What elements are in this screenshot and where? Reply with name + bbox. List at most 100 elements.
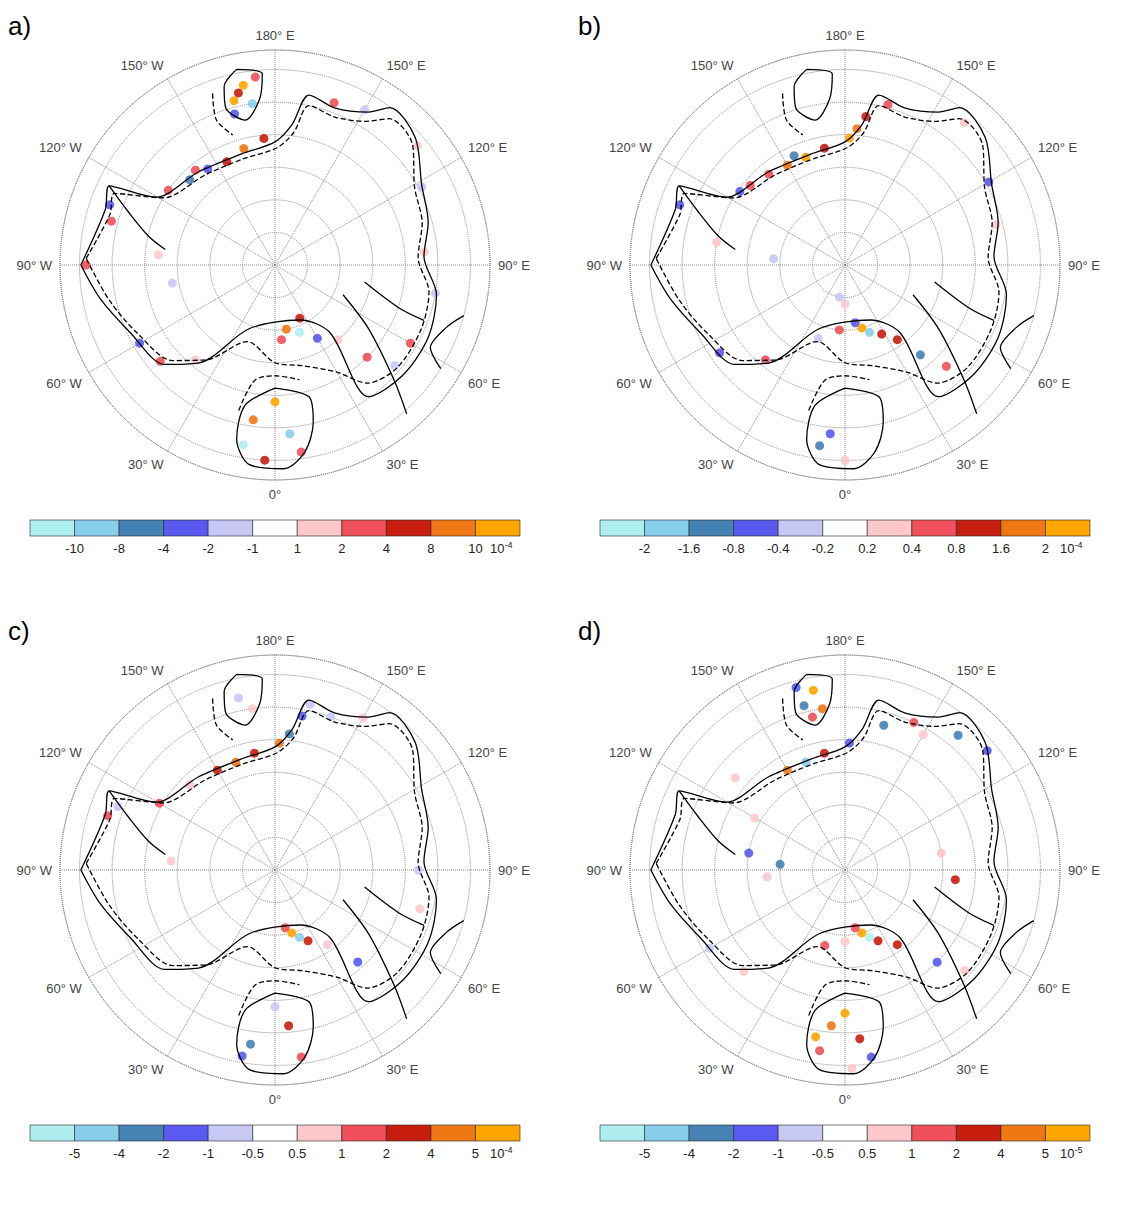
svg-text:-0.8: -0.8 [722, 541, 744, 556]
svg-text:-0.5: -0.5 [812, 1146, 834, 1161]
svg-text:90° E: 90° E [498, 863, 530, 878]
svg-text:10: 10 [468, 541, 482, 556]
svg-text:4: 4 [997, 1146, 1004, 1161]
svg-text:30° E: 30° E [387, 457, 419, 472]
svg-text:-10: -10 [65, 541, 84, 556]
svg-text:5: 5 [472, 1146, 479, 1161]
svg-text:-4: -4 [504, 540, 512, 550]
svg-text:60° E: 60° E [1038, 376, 1070, 391]
svg-text:150° E: 150° E [387, 58, 427, 73]
svg-text:1: 1 [294, 541, 301, 556]
svg-text:60° W: 60° W [46, 981, 82, 996]
svg-text:-2: -2 [158, 1146, 170, 1161]
svg-text:180° E: 180° E [825, 28, 865, 43]
svg-text:120° W: 120° W [39, 745, 83, 760]
svg-text:-4: -4 [683, 1146, 695, 1161]
svg-text:150° E: 150° E [957, 663, 997, 678]
svg-text:-8: -8 [113, 541, 125, 556]
svg-text:-2: -2 [639, 541, 651, 556]
svg-text:-2: -2 [728, 1146, 740, 1161]
svg-text:2: 2 [383, 1146, 390, 1161]
svg-text:120° E: 120° E [1038, 745, 1078, 760]
svg-text:5: 5 [1042, 1146, 1049, 1161]
svg-text:60° W: 60° W [616, 981, 652, 996]
svg-text:150° E: 150° E [387, 663, 427, 678]
svg-text:4: 4 [427, 1146, 434, 1161]
svg-text:-4: -4 [1074, 540, 1082, 550]
svg-text:120° W: 120° W [609, 140, 653, 155]
svg-text:-5: -5 [69, 1146, 81, 1161]
svg-text:10: 10 [490, 1146, 504, 1161]
svg-text:60° W: 60° W [616, 376, 652, 391]
svg-text:1: 1 [908, 1146, 915, 1161]
svg-text:-0.4: -0.4 [767, 541, 789, 556]
svg-text:10: 10 [490, 541, 504, 556]
svg-text:d): d) [578, 616, 601, 646]
svg-text:0.2: 0.2 [858, 541, 876, 556]
svg-text:120° E: 120° E [468, 745, 508, 760]
svg-text:c): c) [8, 616, 30, 646]
svg-text:-1: -1 [247, 541, 259, 556]
svg-text:30° W: 30° W [128, 457, 164, 472]
svg-text:-1.6: -1.6 [678, 541, 700, 556]
svg-text:30° W: 30° W [128, 1062, 164, 1077]
svg-text:-5: -5 [1074, 1145, 1082, 1155]
svg-text:0°: 0° [839, 487, 851, 502]
svg-text:-1: -1 [202, 1146, 214, 1161]
svg-text:150° W: 150° W [121, 58, 165, 73]
svg-text:150° W: 150° W [121, 663, 165, 678]
svg-text:180° E: 180° E [825, 633, 865, 648]
svg-text:120° E: 120° E [1038, 140, 1078, 155]
svg-text:120° W: 120° W [609, 745, 653, 760]
svg-text:0.5: 0.5 [858, 1146, 876, 1161]
svg-text:10: 10 [1060, 1146, 1074, 1161]
svg-text:90° E: 90° E [1068, 258, 1100, 273]
svg-text:4: 4 [383, 541, 390, 556]
svg-text:120° E: 120° E [468, 140, 508, 155]
svg-text:30° W: 30° W [698, 457, 734, 472]
svg-text:60° W: 60° W [46, 376, 82, 391]
svg-text:60° E: 60° E [468, 376, 500, 391]
svg-text:2: 2 [953, 1146, 960, 1161]
svg-text:30° E: 30° E [957, 1062, 989, 1077]
svg-text:8: 8 [427, 541, 434, 556]
svg-text:60° E: 60° E [1038, 981, 1070, 996]
svg-text:-2: -2 [202, 541, 214, 556]
svg-text:30° E: 30° E [387, 1062, 419, 1077]
svg-text:-0.5: -0.5 [242, 1146, 264, 1161]
svg-text:30° W: 30° W [698, 1062, 734, 1077]
svg-text:-5: -5 [639, 1146, 651, 1161]
svg-text:1: 1 [338, 1146, 345, 1161]
svg-text:90° W: 90° W [16, 863, 52, 878]
svg-text:90° W: 90° W [586, 258, 622, 273]
svg-text:0°: 0° [839, 1092, 851, 1107]
svg-text:150° E: 150° E [957, 58, 997, 73]
svg-text:30° E: 30° E [957, 457, 989, 472]
svg-text:120° W: 120° W [39, 140, 83, 155]
svg-text:-0.2: -0.2 [812, 541, 834, 556]
svg-text:-4: -4 [113, 1146, 125, 1161]
svg-text:180° E: 180° E [255, 28, 295, 43]
svg-text:0°: 0° [269, 487, 281, 502]
svg-text:60° E: 60° E [468, 981, 500, 996]
svg-text:-4: -4 [504, 1145, 512, 1155]
svg-text:90° E: 90° E [1068, 863, 1100, 878]
svg-text:0.8: 0.8 [947, 541, 965, 556]
svg-text:a): a) [8, 11, 31, 41]
svg-text:0°: 0° [269, 1092, 281, 1107]
svg-text:2: 2 [1042, 541, 1049, 556]
svg-text:180° E: 180° E [255, 633, 295, 648]
svg-text:1.6: 1.6 [992, 541, 1010, 556]
svg-text:0.4: 0.4 [903, 541, 921, 556]
svg-text:-1: -1 [772, 1146, 784, 1161]
svg-text:2: 2 [338, 541, 345, 556]
svg-text:10: 10 [1060, 541, 1074, 556]
svg-text:90° E: 90° E [498, 258, 530, 273]
svg-text:90° W: 90° W [16, 258, 52, 273]
svg-text:150° W: 150° W [691, 58, 735, 73]
svg-text:-4: -4 [158, 541, 170, 556]
svg-text:150° W: 150° W [691, 663, 735, 678]
svg-text:90° W: 90° W [586, 863, 622, 878]
svg-text:0.5: 0.5 [288, 1146, 306, 1161]
svg-text:b): b) [578, 11, 601, 41]
